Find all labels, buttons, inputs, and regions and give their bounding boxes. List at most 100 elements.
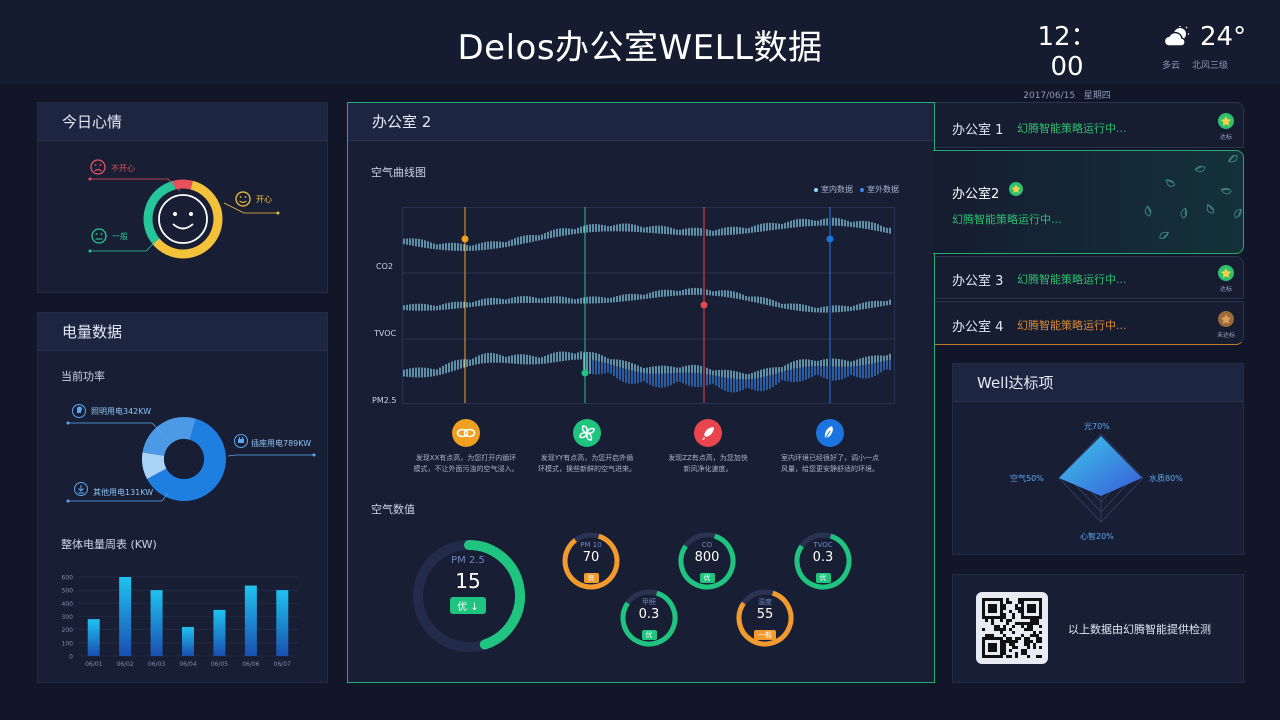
qr-caption: 以上数据由幻腾智能提供检测 bbox=[1068, 623, 1211, 636]
medal-icon: 达标 bbox=[1215, 264, 1237, 293]
air-curve-chart bbox=[402, 207, 895, 404]
x-tick-label: 06/07 bbox=[274, 661, 291, 668]
fan-icon bbox=[579, 425, 595, 441]
pm25-gauge-arc bbox=[464, 540, 525, 650]
medal-icon: 达标 bbox=[1215, 112, 1237, 141]
wave-row-2 bbox=[403, 351, 891, 393]
gauge-name: 甲醛 bbox=[642, 598, 656, 606]
rocket-icon bbox=[702, 427, 714, 440]
well-radar bbox=[1058, 433, 1144, 523]
air-values-title: 空气数值 bbox=[371, 503, 415, 516]
gauge-arc bbox=[736, 590, 794, 647]
mood-unhappy-label: 不开心 bbox=[111, 164, 135, 173]
pm25-badge: 优 ↓ bbox=[450, 597, 486, 614]
gauge-name: TVOC bbox=[813, 541, 833, 549]
mood-neutral-label: 一般 bbox=[112, 232, 128, 241]
power-segment-socket bbox=[147, 418, 226, 501]
tip-icon-4 bbox=[816, 419, 844, 447]
tip-2-line1: 发现YY有点高，为您开启外循 bbox=[540, 454, 634, 462]
tip-icon-2 bbox=[573, 419, 601, 447]
office-1-name: 办公室 1 bbox=[952, 123, 1004, 138]
office-1-medal-label: 达标 bbox=[1219, 134, 1232, 141]
clock-date: 2017/06/15 星期四 bbox=[1021, 88, 1113, 101]
tip-1-line2: 模式，不让外面污浊的空气浸入。 bbox=[413, 465, 519, 473]
mood-segment-happy bbox=[152, 180, 223, 259]
bar-06/07 bbox=[276, 590, 289, 656]
gauge-badge: 优 bbox=[699, 573, 715, 583]
power-panel: 电量数据 当前功率 照明用电342KW 插座用电789KW 其他用电131KW … bbox=[37, 312, 328, 683]
legend-outdoor-text: 室外数据 bbox=[867, 185, 899, 194]
gauge-badge: 优 bbox=[815, 573, 831, 583]
well-mind-label: 心智20% bbox=[1080, 532, 1114, 541]
qr-code-image bbox=[982, 598, 1042, 658]
mood-panel-title: 今日心情 bbox=[38, 103, 327, 141]
wind-text: 北风三级 bbox=[1192, 61, 1229, 71]
leaf-icon bbox=[824, 426, 833, 440]
header-bar: Delos办公室WELL数据 12：00 2017/06/15 星期四 24° … bbox=[0, 0, 1280, 101]
office-item-1[interactable]: 办公室 1 幻腾智能策略运行中... 达标 bbox=[935, 102, 1244, 148]
well-panel: Well达标项 光70% 水质80% 心智20% 空气50% bbox=[952, 363, 1244, 555]
gauge-arc bbox=[794, 533, 852, 590]
power-segment-other bbox=[142, 452, 167, 479]
wave-row-0 bbox=[403, 217, 891, 251]
gauge-value: 0.3 bbox=[638, 607, 660, 622]
tip-1-line1: 发现XX有点高，为您打开内循环 bbox=[415, 454, 517, 462]
plug-icon bbox=[234, 434, 248, 448]
marker-dot bbox=[461, 235, 469, 243]
x-tick-label: 06/04 bbox=[179, 661, 196, 668]
legend-indoor: 室内数据 bbox=[814, 184, 853, 195]
y-tick-label: 0 bbox=[69, 654, 73, 661]
gauge-3: 甲醛 0.3 优 bbox=[623, 598, 675, 641]
wave-row-1 bbox=[403, 287, 891, 313]
socket-power-label: 插座用电789KW bbox=[251, 439, 312, 448]
other-power-label: 其他用电131KW bbox=[93, 488, 154, 497]
office-item-2-active[interactable]: 办公室2 幻腾智能策略运行中... bbox=[933, 150, 1244, 254]
mood-donut bbox=[88, 159, 280, 259]
page-title: Delos办公室WELL数据 bbox=[457, 28, 823, 68]
weather-text: 多云 bbox=[1162, 61, 1181, 71]
y-tick-label: 400 bbox=[62, 601, 74, 608]
temperature: 24° bbox=[1200, 22, 1247, 52]
power-panel-title: 电量数据 bbox=[38, 313, 327, 351]
row-label-pm25: PM2.5 bbox=[372, 396, 397, 405]
qr-code[interactable] bbox=[976, 592, 1048, 664]
office-3-medal-label: 达标 bbox=[1219, 286, 1232, 293]
mood-happy-label: 开心 bbox=[256, 195, 272, 204]
bar-06/03 bbox=[150, 590, 163, 656]
gauge-name: PM 10 bbox=[580, 541, 602, 549]
other-power-icon bbox=[74, 482, 88, 496]
office-4-status: 幻腾智能策略运行中... bbox=[1017, 319, 1127, 332]
office-3-name: 办公室 3 bbox=[952, 274, 1004, 289]
cloud-sun-icon bbox=[1163, 26, 1189, 47]
office-main-title: 办公室 2 bbox=[348, 103, 934, 141]
office-main-panel: 办公室 2 空气曲线图 室内数据 室外数据 CO2 TVOC PM2.5 发现X… bbox=[347, 102, 935, 683]
y-tick-label: 300 bbox=[62, 614, 74, 621]
gauge-arc bbox=[620, 590, 678, 647]
office-1-status: 幻腾智能策略运行中... bbox=[1017, 122, 1127, 135]
tip-text-4: 室内环境已经很好了，调小一点 风量，给您更安静舒适的环境。 bbox=[770, 453, 890, 475]
office-item-3[interactable]: 办公室 3 幻腾智能策略运行中... 达标 bbox=[935, 256, 1244, 299]
link-icon bbox=[456, 428, 476, 438]
bulb-icon bbox=[72, 404, 86, 418]
x-tick-label: 06/06 bbox=[242, 661, 259, 668]
air-curve-title: 空气曲线图 bbox=[371, 166, 426, 179]
office-4-name: 办公室 4 bbox=[952, 320, 1004, 335]
bar-06/01 bbox=[87, 619, 100, 656]
tip-3-line1: 发现ZZ有点高，为您加快 bbox=[668, 454, 748, 462]
y-tick-label: 100 bbox=[62, 640, 74, 647]
power-donut bbox=[66, 404, 316, 503]
row-label-tvoc: TVOC bbox=[374, 329, 397, 338]
well-panel-title: Well达标项 bbox=[953, 364, 1243, 402]
medal-icon bbox=[1009, 182, 1023, 196]
legend-outdoor: 室外数据 bbox=[860, 184, 899, 195]
gauge-0: PM 10 70 良 bbox=[565, 541, 617, 584]
leaf-pattern bbox=[1144, 154, 1242, 239]
weekly-power-chart: 600 500 400 300 200 100 0 06/01 06/02 06/03 06/04 0… bbox=[62, 575, 298, 668]
gauge-value: 0.3 bbox=[812, 550, 834, 565]
y-tick-label: 500 bbox=[62, 588, 74, 595]
gauge-badge: 一般 bbox=[754, 630, 776, 640]
current-power-label: 当前功率 bbox=[61, 370, 105, 383]
office-item-4[interactable]: 办公室 4 幻腾智能策略运行中... 未达标 bbox=[935, 301, 1244, 345]
lighting-power-label: 照明用电342KW bbox=[91, 407, 152, 416]
gauge-badge: 良 bbox=[583, 573, 599, 583]
